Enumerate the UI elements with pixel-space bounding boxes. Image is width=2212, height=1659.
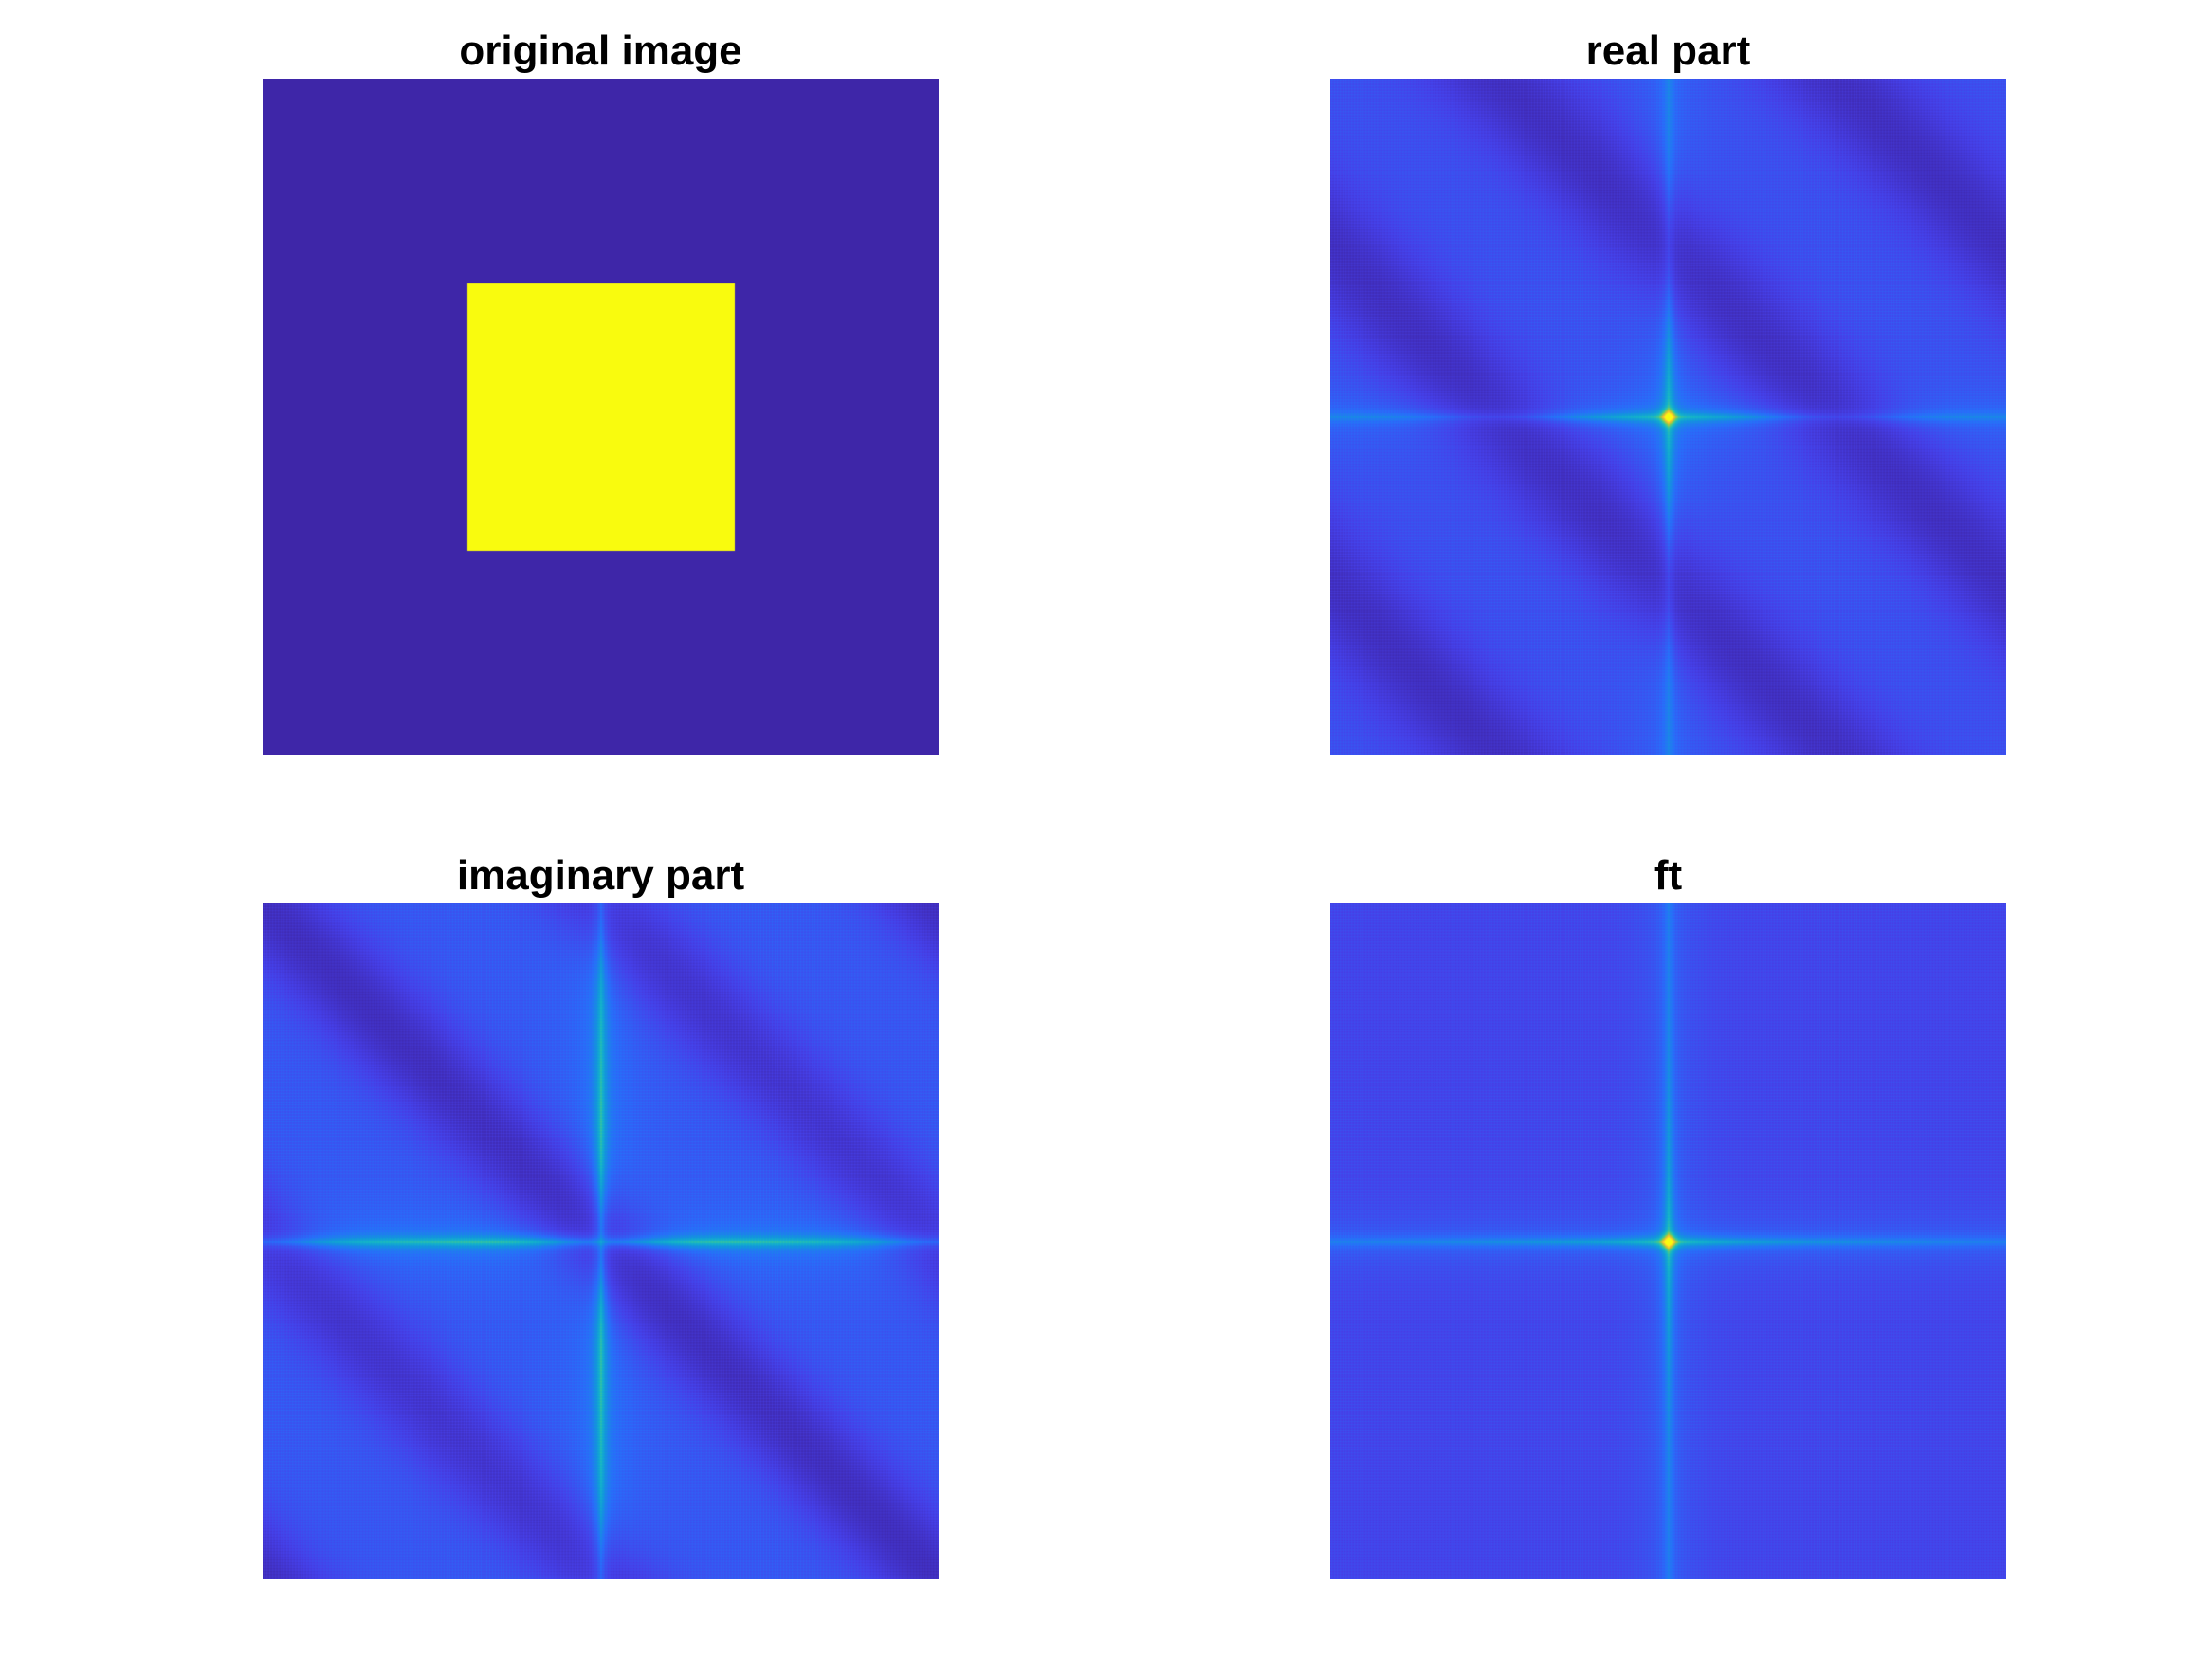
- heatmap-original-image: [263, 79, 939, 755]
- heatmap-ft: [1330, 903, 2006, 1579]
- panel-title-ft: ft: [1654, 852, 1683, 899]
- heatmap-real-part: [1330, 79, 2006, 755]
- panel-title-imaginary-part: imaginary part: [456, 852, 745, 899]
- panel-title-original-image: original image: [459, 27, 742, 74]
- panel-title-real-part: real part: [1585, 27, 1751, 74]
- heatmap-imaginary-part: [263, 903, 939, 1579]
